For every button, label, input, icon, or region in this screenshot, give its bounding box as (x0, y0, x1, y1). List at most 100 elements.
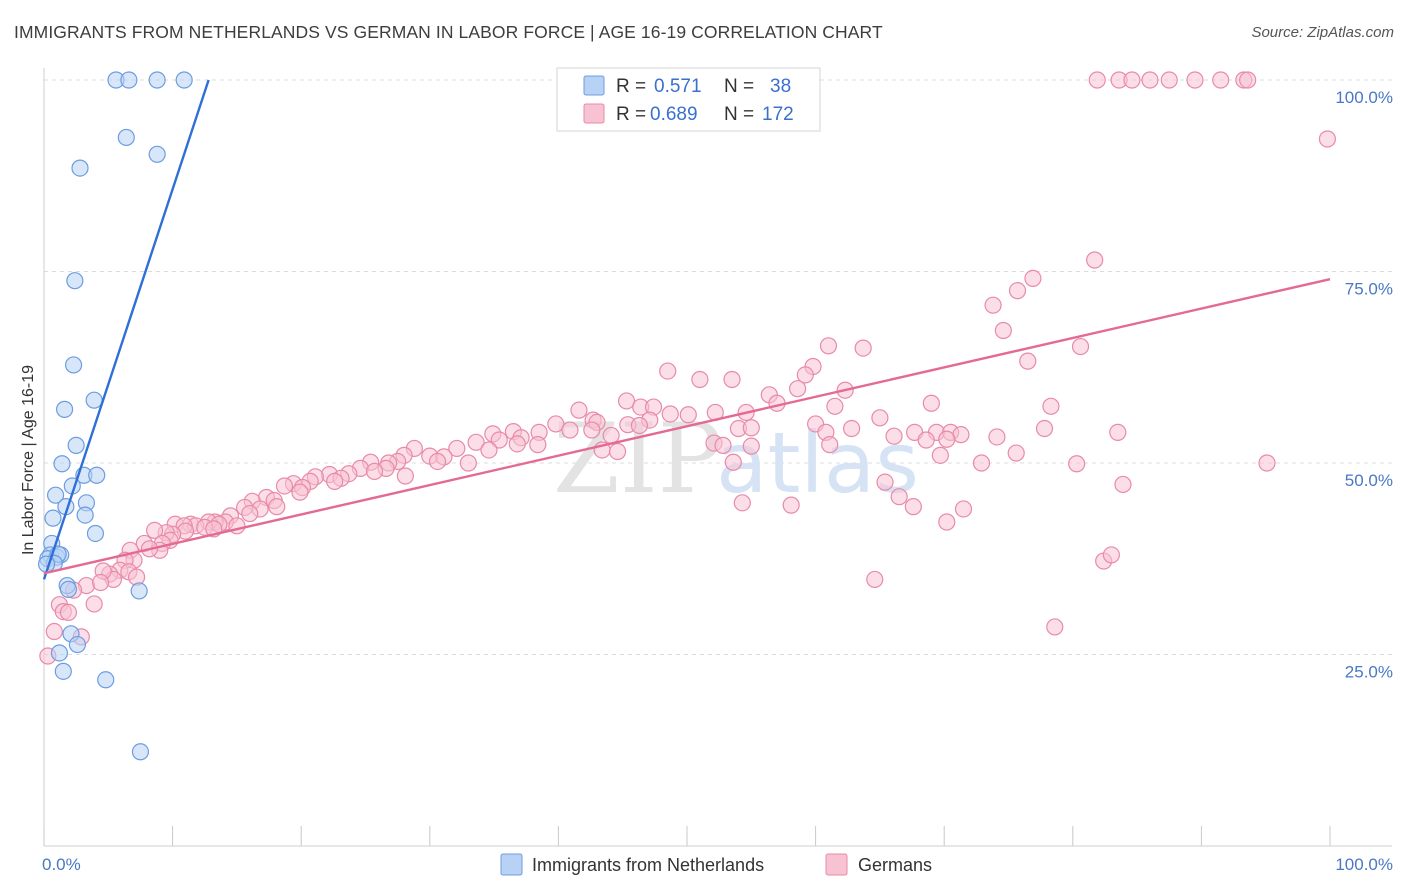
germans-point (714, 436, 732, 454)
germans-point (291, 483, 309, 501)
legend-n-label-germans: N = (724, 104, 754, 125)
netherlands-point (53, 455, 71, 473)
germans-point (583, 421, 601, 439)
germans-point (661, 405, 679, 423)
germans-point (984, 296, 1002, 314)
y-tick-label: 100.0% (1335, 88, 1393, 107)
germans-point (1102, 546, 1120, 564)
legend-n-germans: 172 (762, 104, 794, 125)
germans-point (826, 397, 844, 415)
germans-point (782, 496, 800, 514)
germans-point (733, 494, 751, 512)
germans-point (821, 436, 839, 454)
germans-point (1068, 455, 1086, 473)
netherlands-point (131, 743, 150, 761)
germans-point (1007, 444, 1025, 462)
x-tick-label: 100.0% (1335, 855, 1393, 874)
netherlands-point (54, 662, 72, 680)
germans-point (448, 439, 466, 458)
germans-point (1212, 71, 1230, 89)
germans-point (691, 370, 709, 389)
germans-point (1042, 397, 1060, 415)
germans-point (890, 488, 908, 506)
netherlands-points (37, 71, 193, 761)
x-tick-labels: 0.0% 100.0% (42, 855, 1393, 874)
netherlands-point (85, 391, 103, 409)
germans-point (1086, 251, 1104, 269)
germans-point (952, 426, 970, 444)
legend-swatch-netherlands (583, 75, 605, 96)
netherlands-point (130, 582, 148, 600)
chart-title: IMMIGRANTS FROM NETHERLANDS VS GERMAN IN… (14, 22, 883, 42)
germans-point (988, 428, 1006, 446)
netherlands-point (86, 524, 105, 543)
netherlands-point (175, 71, 193, 89)
germans-point (1318, 130, 1337, 148)
germans-point (1141, 71, 1159, 89)
germans-points (39, 71, 1337, 665)
netherlands-point (71, 159, 89, 177)
netherlands-point (66, 272, 84, 290)
germans-point (617, 392, 636, 410)
germans-point (1160, 71, 1178, 89)
netherlands-point (67, 436, 85, 454)
germans-point (742, 419, 760, 437)
axes (43, 68, 1392, 847)
germans-point (1035, 419, 1054, 438)
germans-point (1239, 71, 1257, 89)
germans-point (602, 426, 620, 445)
germans-point (866, 570, 884, 589)
germans-point (876, 473, 894, 491)
y-axis-label: In Labor Force | Age 16-19 (20, 365, 37, 555)
germans-point (796, 366, 814, 384)
germans-point (917, 431, 935, 449)
netherlands-point (59, 580, 78, 598)
netherlands-point (46, 486, 65, 504)
germans-point (1258, 454, 1276, 472)
germans-point (1186, 71, 1204, 89)
germans-point (547, 415, 565, 433)
germans-point (742, 437, 760, 455)
germans-point (570, 401, 588, 419)
legend-r-label-germans: R = (616, 104, 646, 125)
netherlands-point (76, 506, 94, 524)
germans-point (459, 454, 477, 472)
germans-point (904, 498, 922, 516)
germans-point (1114, 475, 1132, 494)
netherlands-point (68, 635, 87, 654)
germans-point (972, 454, 991, 472)
germans-point (91, 573, 110, 592)
germans-point (145, 521, 164, 540)
legend-r-germans: 0.689 (650, 104, 698, 125)
germans-point (241, 504, 259, 523)
legend-r-label-netherlands: R = (616, 76, 646, 97)
germans-point (1088, 71, 1106, 89)
germans-point (723, 370, 741, 389)
germans-point (326, 472, 344, 490)
netherlands-point (97, 671, 115, 689)
germans-point (922, 394, 940, 412)
germans-point (428, 452, 447, 471)
germans-trendline (43, 277, 1331, 575)
germans-point (630, 416, 649, 435)
y-tick-label: 25.0% (1345, 663, 1393, 682)
germans-point (1071, 337, 1090, 356)
netherlands-point (148, 145, 166, 163)
germans-point (467, 433, 485, 451)
germans-point (854, 339, 872, 357)
germans-point (396, 467, 414, 485)
y-tick-label: 50.0% (1345, 471, 1393, 490)
germans-point (365, 462, 384, 481)
source-credit: Source: ZipAtlas.com (1251, 24, 1394, 41)
germans-point (1109, 423, 1127, 441)
legend-swatch-germans (583, 103, 605, 124)
germans-point (724, 453, 742, 471)
germans-point (561, 421, 579, 439)
germans-point (994, 321, 1012, 340)
legend-n-netherlands: 38 (770, 76, 791, 97)
series-legend-netherlands: Immigrants from Netherlands (532, 855, 764, 875)
series-legend-swatch-germans (825, 853, 848, 876)
netherlands-point (44, 509, 62, 527)
germans-point (938, 513, 956, 531)
